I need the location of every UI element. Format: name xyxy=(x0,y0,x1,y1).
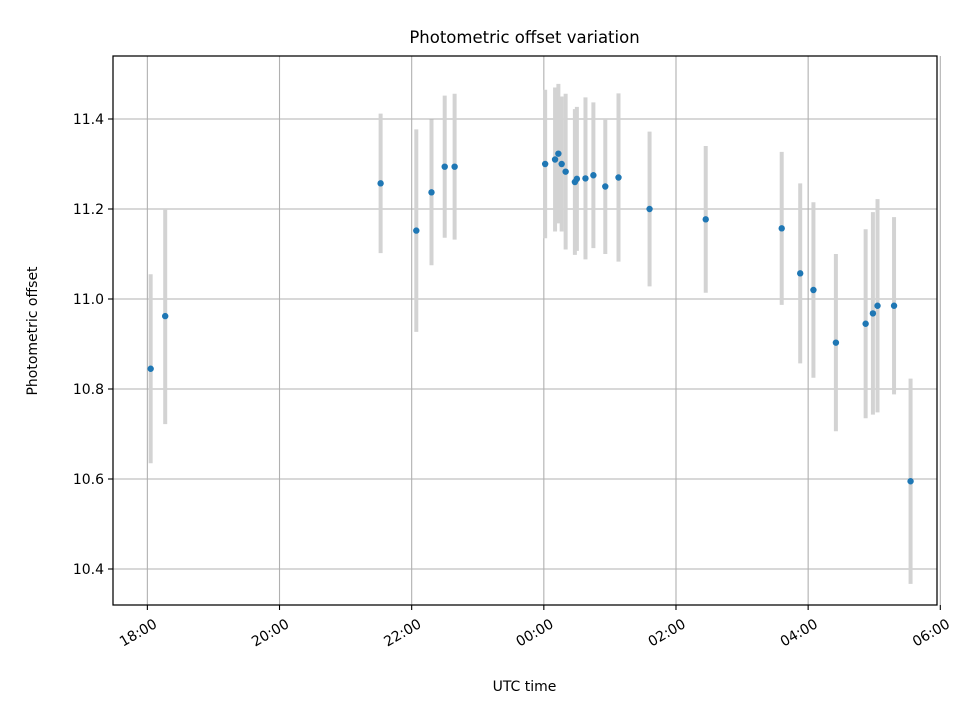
data-point xyxy=(615,174,622,181)
data-point xyxy=(869,310,877,317)
plot-frame xyxy=(112,55,938,606)
y-tick-label: 11.0 xyxy=(73,292,104,308)
data-point xyxy=(428,189,435,196)
y-tick-label: 10.4 xyxy=(73,562,104,578)
data-point xyxy=(702,216,709,223)
grid-lines xyxy=(113,56,941,605)
data-point xyxy=(558,160,565,168)
data-point xyxy=(602,183,609,190)
data-point xyxy=(573,175,581,183)
data-point xyxy=(778,225,785,232)
data-point xyxy=(441,163,448,170)
data-point xyxy=(874,302,881,309)
chart-title: Photometric offset variation xyxy=(409,28,639,47)
data-point xyxy=(451,163,458,170)
data-point xyxy=(890,302,898,309)
data-point xyxy=(555,150,562,157)
y-tick-label: 11.2 xyxy=(73,202,104,218)
y-tick-label: 10.6 xyxy=(73,472,104,488)
data-point xyxy=(562,168,569,175)
data-point xyxy=(797,270,804,277)
data-point xyxy=(590,172,597,179)
data-point xyxy=(413,227,420,234)
x-axis-label: UTC time xyxy=(493,679,557,695)
data-points xyxy=(147,150,914,485)
y-tick-label: 11.4 xyxy=(73,112,104,128)
data-point xyxy=(551,156,559,163)
data-point xyxy=(907,478,914,485)
data-point xyxy=(147,365,154,372)
data-point xyxy=(162,312,169,320)
data-point xyxy=(377,180,384,187)
y-tick-label: 10.8 xyxy=(73,382,104,398)
data-point xyxy=(862,320,869,327)
data-point xyxy=(582,175,589,182)
data-point xyxy=(541,160,549,168)
data-point xyxy=(810,286,817,294)
data-point xyxy=(646,205,653,213)
data-point xyxy=(832,339,840,346)
y-axis-label: Photometric offset xyxy=(25,266,41,396)
